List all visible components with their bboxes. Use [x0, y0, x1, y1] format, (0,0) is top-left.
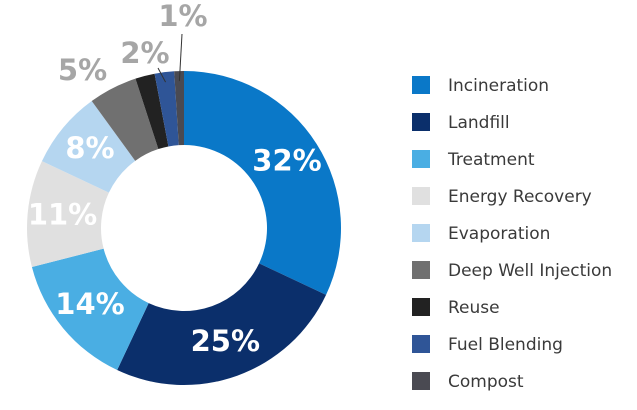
data-label: 8% — [65, 131, 114, 165]
donut-slice — [41, 100, 136, 193]
legend-label: Evaporation — [448, 224, 550, 244]
legend-label: Incineration — [448, 76, 549, 96]
legend-swatch — [412, 150, 430, 168]
legend-swatch — [412, 224, 430, 242]
donut-slice — [135, 73, 169, 150]
leader-line — [178, 33, 183, 82]
legend-swatch — [412, 187, 430, 205]
data-label: 11% — [28, 198, 97, 232]
legend-label: Reuse — [448, 298, 500, 318]
legend-swatch — [412, 298, 430, 316]
donut-slice — [174, 71, 184, 146]
data-label: 32% — [252, 144, 321, 178]
legend-label: Deep Well Injection — [448, 261, 612, 281]
donut-slice — [184, 71, 342, 295]
data-label: 25% — [191, 324, 260, 358]
legend-label: Landfill — [448, 113, 510, 133]
legend-swatch — [412, 261, 430, 279]
legend-swatch — [412, 335, 430, 353]
legend-label: Compost — [448, 372, 524, 392]
donut-slice — [31, 248, 149, 371]
legend-label: Treatment — [447, 150, 535, 170]
donut-slice — [117, 263, 327, 385]
data-label: 5% — [58, 53, 107, 87]
donut-slice — [27, 161, 109, 268]
data-label: 14% — [55, 287, 124, 321]
data-label: 2% — [120, 36, 169, 70]
data-label: 1% — [158, 0, 207, 33]
legend-swatch — [412, 113, 430, 131]
donut-slice — [91, 78, 159, 161]
legend-swatch — [412, 372, 430, 390]
legend-swatch — [412, 76, 430, 94]
legend-label: Energy Recovery — [448, 187, 592, 207]
leader-line — [157, 67, 167, 83]
legend-label: Fuel Blending — [448, 335, 563, 355]
donut-slice — [154, 71, 179, 147]
